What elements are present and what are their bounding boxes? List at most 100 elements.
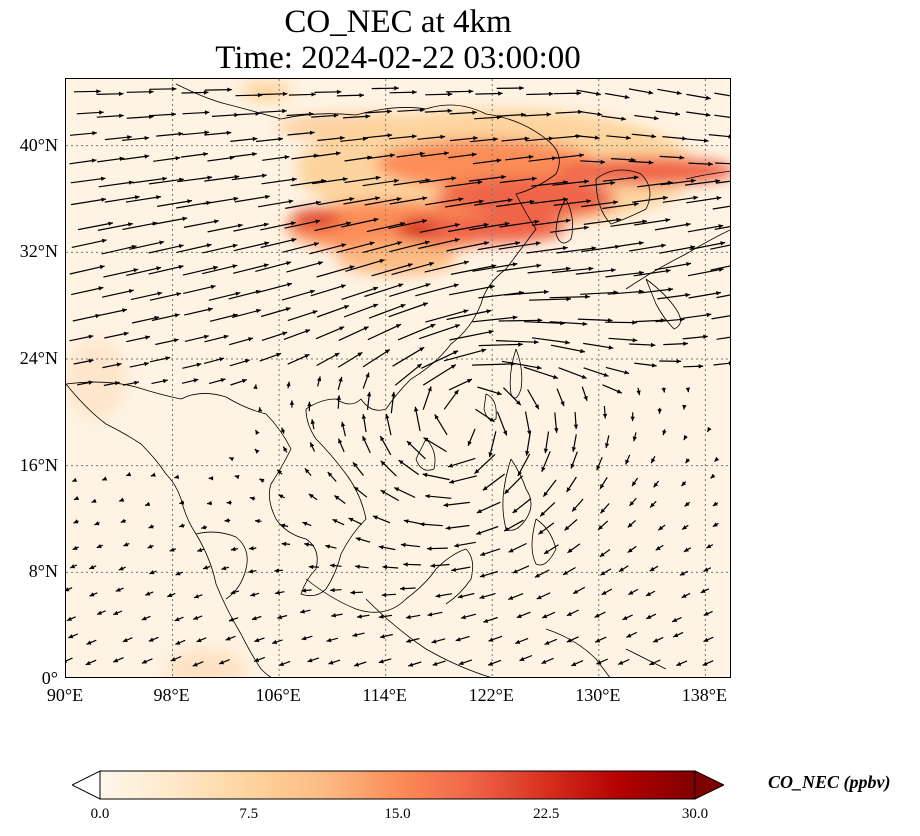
wind-arrow — [180, 152, 208, 158]
wind-arrow — [625, 454, 631, 465]
wind-arrow — [434, 414, 448, 436]
wind-arrow — [355, 564, 369, 569]
wind-arrow — [478, 342, 523, 347]
wind-arrow — [683, 364, 704, 369]
wind-arrow — [712, 501, 719, 507]
wind-arrow — [259, 352, 282, 362]
wind-arrow — [602, 384, 623, 394]
wind-arrow — [474, 453, 496, 475]
wind-arrow — [530, 197, 568, 205]
wind-arrow — [229, 337, 254, 346]
wind-arrow — [204, 130, 232, 136]
wind-arrow — [344, 175, 381, 184]
wind-arrow — [228, 289, 261, 300]
wind-arrow — [76, 110, 104, 115]
wind-arrow — [353, 486, 368, 498]
wind-arrow — [604, 435, 610, 449]
wind-arrow — [710, 244, 730, 250]
wind-arrow — [274, 590, 285, 595]
wind-arrow — [197, 547, 204, 552]
wind-arrow — [715, 180, 730, 184]
wind-arrow — [403, 562, 421, 567]
wind-arrow — [662, 195, 699, 203]
wind-arrow — [233, 222, 269, 232]
wind-arrow — [501, 360, 542, 370]
wind-arrow — [599, 476, 608, 490]
wind-arrow — [353, 661, 367, 667]
wind-arrow — [69, 131, 97, 136]
wind-arrow — [634, 362, 657, 368]
wind-arrow — [558, 367, 587, 379]
wind-arrow — [673, 631, 684, 638]
wind-arrow — [112, 657, 124, 663]
wind-arrow — [714, 114, 730, 118]
wind-arrow — [77, 221, 114, 231]
gridlines — [66, 79, 730, 677]
wind-arrow — [408, 661, 422, 667]
wind-arrow — [448, 378, 473, 391]
wind-arrow — [605, 366, 630, 375]
wind-arrow — [345, 259, 385, 272]
wind-arrow — [151, 378, 168, 385]
wind-arrow — [118, 566, 126, 571]
wind-arrow — [151, 313, 180, 322]
wind-arrow — [689, 241, 726, 251]
wind-arrow — [541, 451, 551, 473]
wind-arrow — [525, 136, 554, 142]
wind-arrow — [421, 350, 459, 369]
wind-arrow — [177, 175, 213, 183]
lon-tick-label: 138°E — [681, 685, 727, 705]
wind-arrow — [278, 660, 291, 667]
wind-arrow — [476, 525, 499, 535]
wind-arrow — [583, 367, 609, 377]
wind-arrow — [371, 263, 413, 277]
wind-arrow — [681, 592, 691, 599]
wind-arrow — [89, 565, 97, 570]
wind-arrow — [71, 197, 107, 206]
wind-arrow — [341, 217, 379, 228]
wind-arrow — [688, 161, 713, 167]
wind-arrow — [435, 593, 453, 598]
wind-arrow — [94, 521, 100, 526]
wind-arrow — [343, 303, 379, 318]
wind-arrow — [683, 547, 692, 553]
wind-arrow — [567, 543, 581, 554]
wind-arrow — [405, 614, 421, 620]
wind-arrow — [632, 432, 637, 442]
wind-arrow — [372, 515, 391, 524]
wind-arrow — [254, 518, 262, 524]
wind-arrow — [179, 523, 185, 528]
wind-arrow — [276, 469, 283, 475]
wind-arrow — [703, 636, 714, 643]
wind-arrow — [253, 384, 258, 390]
wind-arrow — [628, 160, 654, 165]
wind-arrow — [682, 312, 712, 319]
wind-arrow — [649, 565, 659, 572]
wind-arrow — [182, 362, 202, 369]
colorbar-tick-label: 22.5 — [533, 806, 560, 822]
wind-arrow — [399, 586, 416, 591]
wind-arrow — [317, 135, 345, 142]
wind-arrow — [208, 476, 214, 481]
wind-arrow — [202, 264, 238, 275]
wind-arrow — [315, 326, 345, 340]
wind-arrow — [69, 564, 78, 569]
wind-arrow — [183, 219, 219, 228]
wind-arrow — [649, 500, 657, 508]
wind-arrow — [123, 542, 130, 547]
wind-arrow — [104, 331, 129, 339]
wind-arrow — [682, 334, 708, 340]
wind-arrow — [556, 153, 585, 159]
wind-arrow — [427, 611, 443, 617]
wind-arrow — [671, 616, 682, 623]
wind-arrow — [527, 266, 571, 274]
wind-arrow — [581, 386, 588, 401]
lon-tick-label: 90°E — [46, 685, 84, 705]
wind-arrow — [182, 130, 210, 136]
wind-arrow — [636, 387, 641, 396]
wind-arrow — [448, 284, 495, 296]
wind-arrow — [512, 565, 530, 574]
wind-arrow — [228, 456, 235, 462]
wind-arrow — [417, 134, 446, 140]
wind-arrow — [378, 658, 392, 664]
